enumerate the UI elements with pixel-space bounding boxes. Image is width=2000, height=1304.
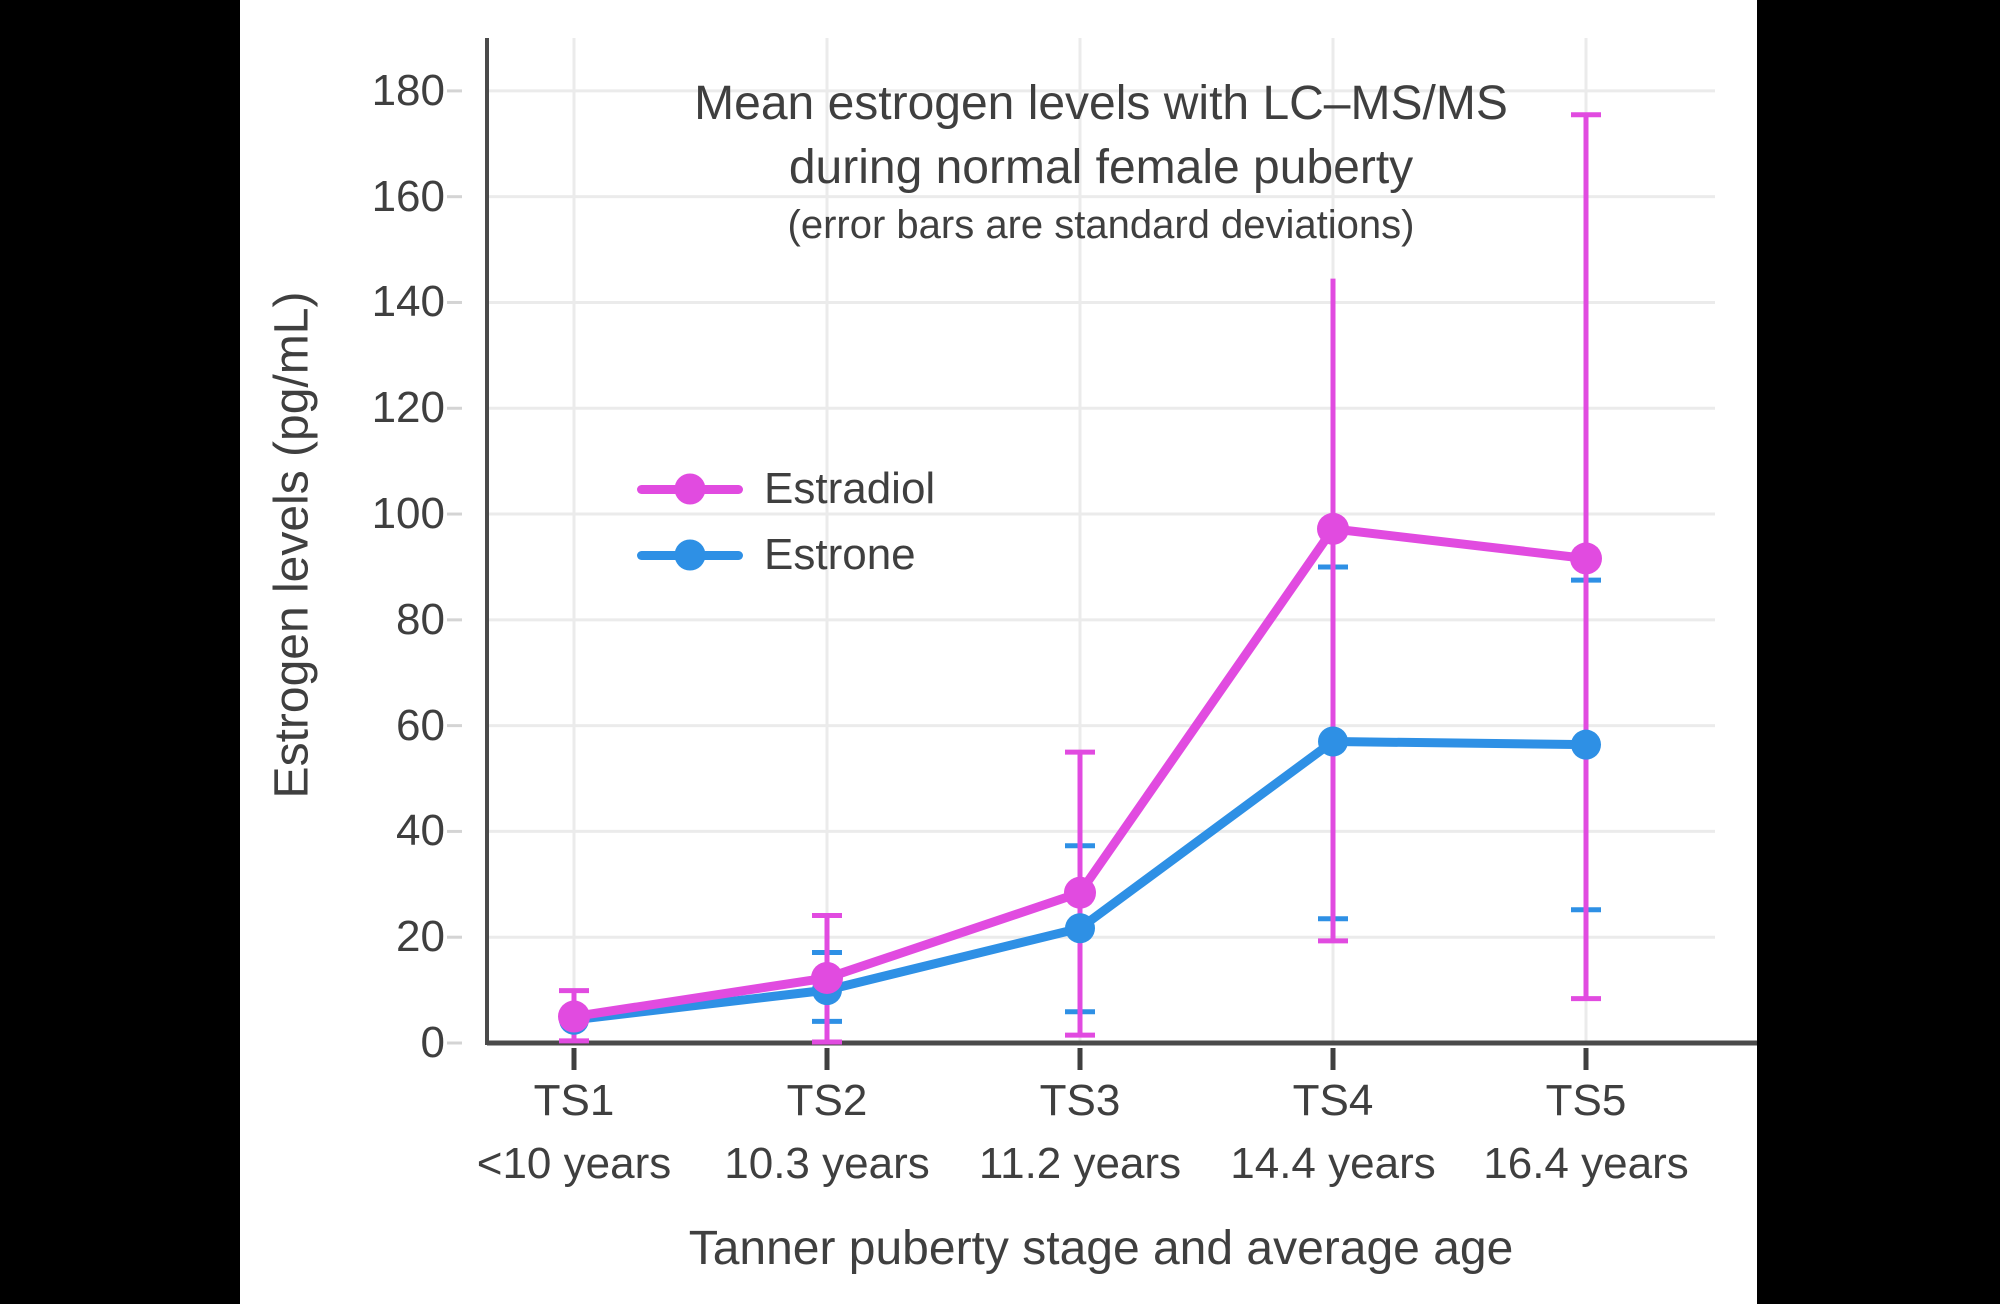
letterbox-right-bar [1757, 0, 2000, 1304]
letterbox-left-bar [0, 0, 240, 1304]
